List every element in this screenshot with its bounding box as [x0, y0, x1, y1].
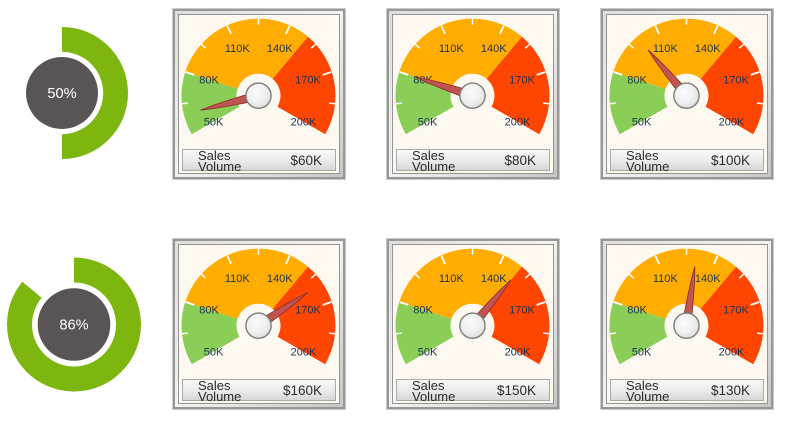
svg-text:170K: 170K: [295, 305, 321, 317]
svg-text:170K: 170K: [723, 305, 749, 317]
svg-text:110K: 110K: [439, 43, 465, 55]
svg-text:80K: 80K: [627, 305, 647, 317]
svg-text:110K: 110K: [439, 273, 465, 285]
svg-text:110K: 110K: [653, 273, 679, 285]
svg-text:200K: 200K: [719, 347, 745, 359]
svg-text:200K: 200K: [719, 117, 745, 129]
svg-text:110K: 110K: [653, 43, 679, 55]
svg-text:50%: 50%: [47, 86, 76, 102]
svg-text:80K: 80K: [199, 305, 219, 317]
svg-text:170K: 170K: [723, 75, 749, 87]
svg-text:170K: 170K: [509, 75, 535, 87]
svg-text:200K: 200K: [505, 117, 531, 129]
svg-text:80K: 80K: [199, 75, 219, 87]
svg-text:80K: 80K: [413, 305, 433, 317]
svg-text:50K: 50K: [418, 117, 438, 129]
svg-text:50K: 50K: [204, 117, 224, 129]
svg-text:80K: 80K: [627, 75, 647, 87]
svg-text:50K: 50K: [632, 117, 652, 129]
svg-text:170K: 170K: [509, 305, 535, 317]
svg-text:50K: 50K: [204, 347, 224, 359]
svg-text:140K: 140K: [695, 273, 721, 285]
svg-text:50K: 50K: [632, 347, 652, 359]
svg-text:50K: 50K: [418, 347, 438, 359]
svg-text:110K: 110K: [225, 43, 251, 55]
svg-text:140K: 140K: [695, 43, 721, 55]
svg-text:200K: 200K: [505, 347, 531, 359]
svg-text:170K: 170K: [295, 75, 321, 87]
svg-text:86%: 86%: [59, 318, 88, 334]
svg-text:140K: 140K: [267, 43, 293, 55]
svg-text:200K: 200K: [291, 347, 317, 359]
svg-text:140K: 140K: [481, 273, 507, 285]
svg-text:140K: 140K: [267, 273, 293, 285]
svg-text:200K: 200K: [291, 117, 317, 129]
svg-text:140K: 140K: [481, 43, 507, 55]
svg-text:110K: 110K: [225, 273, 251, 285]
